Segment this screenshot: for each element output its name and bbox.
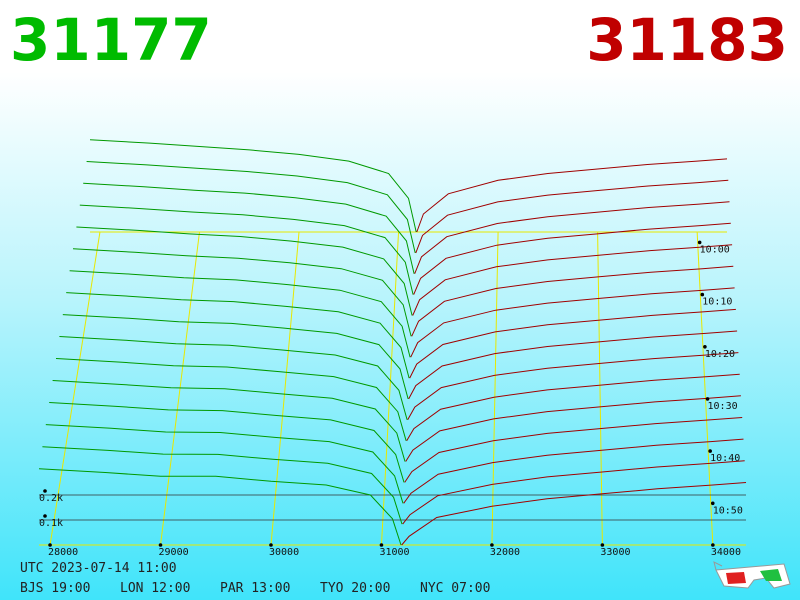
- x-tick-mark: [490, 543, 494, 547]
- t-tick-label: 10:10: [702, 297, 732, 308]
- t-tick-mark: [700, 292, 705, 297]
- t-tick-mark: [705, 397, 710, 401]
- t-tick-label: 10:40: [710, 453, 740, 464]
- ask-depth-line: [412, 244, 733, 316]
- ask-depth-line: [413, 222, 731, 295]
- bid-depth-line: [89, 139, 417, 233]
- x-tick-mark: [48, 543, 52, 547]
- y-tick-mark: [43, 489, 47, 493]
- t-tick-mark: [697, 240, 702, 245]
- ask-depth-line: [404, 417, 743, 483]
- ask-depth-line: [401, 482, 747, 546]
- x-tick-mark: [379, 543, 384, 547]
- bid-depth-line: [76, 226, 413, 316]
- grid-line: [696, 231, 714, 546]
- ask-depth-line: [415, 179, 729, 254]
- ask-depth-line: [410, 287, 735, 358]
- t-tick-label: 10:50: [713, 505, 743, 516]
- grid-line: [49, 231, 101, 546]
- y-tick-mark: [43, 514, 47, 518]
- ask-depth-line: [408, 330, 738, 400]
- city-time: NYC 07:00: [420, 581, 490, 596]
- t-tick-mark: [703, 344, 707, 349]
- x-tick-label: 28000: [48, 547, 78, 558]
- bid-depth-line: [62, 314, 409, 400]
- x-tick-label: 32000: [490, 547, 520, 558]
- city-time: TYO 20:00: [320, 581, 390, 596]
- ask-depth-line: [414, 201, 730, 274]
- x-tick-label: 31000: [379, 547, 409, 558]
- x-tick-label: 33000: [600, 547, 630, 558]
- x-tick-mark: [600, 543, 605, 547]
- bid-depth-line: [42, 446, 403, 525]
- bid-depth-line: [49, 402, 405, 483]
- ask-depth-line: [405, 395, 741, 462]
- bid-depth-line: [72, 248, 412, 337]
- bid-depth-line: [83, 182, 415, 274]
- ask-depth-line: [409, 308, 736, 379]
- bid-depth-line: [86, 161, 416, 254]
- utc-time: UTC 2023-07-14 11:00: [20, 561, 177, 576]
- bid-depth-line: [52, 380, 406, 462]
- x-tick-label: 30000: [269, 547, 299, 558]
- x-tick-mark: [711, 543, 715, 547]
- x-tick-label: 29000: [159, 547, 189, 558]
- ask-depth-line: [416, 158, 728, 233]
- grid-line: [597, 231, 603, 546]
- bid-depth-line: [79, 204, 414, 295]
- bid-depth-line: [55, 358, 407, 441]
- ask-depth-line: [407, 352, 739, 421]
- y-tick-label: 0.1k: [39, 518, 63, 529]
- best-ask: 31183: [586, 6, 788, 74]
- bid-depth-line: [69, 270, 411, 358]
- x-tick-mark: [269, 543, 273, 547]
- t-tick-mark: [710, 501, 715, 506]
- best-bid: 31177: [10, 6, 212, 74]
- city-time: BJS 19:00: [20, 581, 90, 596]
- grid-line: [160, 231, 200, 546]
- grid-line: [380, 231, 400, 546]
- bid-depth-line: [38, 468, 402, 546]
- t-tick-mark: [708, 449, 712, 453]
- t-tick-label: 10:00: [700, 244, 730, 255]
- bid-depth-line: [66, 292, 410, 379]
- glasses-icon: [713, 561, 791, 589]
- ask-depth-line: [411, 265, 734, 337]
- x-tick-mark: [158, 543, 163, 547]
- ask-depth-line: [402, 460, 745, 525]
- x-tick-label: 34000: [711, 547, 741, 558]
- city-time: LON 12:00: [120, 581, 190, 596]
- grid-line: [491, 231, 499, 546]
- city-time: PAR 13:00: [220, 581, 290, 596]
- grid-line: [270, 231, 300, 546]
- ask-depth-line: [406, 373, 740, 441]
- t-tick-label: 10:30: [708, 401, 738, 412]
- t-tick-label: 10:20: [705, 349, 735, 360]
- ask-depth-line: [403, 438, 744, 504]
- bid-depth-line: [45, 424, 404, 504]
- bid-depth-line: [59, 336, 408, 420]
- y-tick-label: 0.2k: [39, 493, 63, 504]
